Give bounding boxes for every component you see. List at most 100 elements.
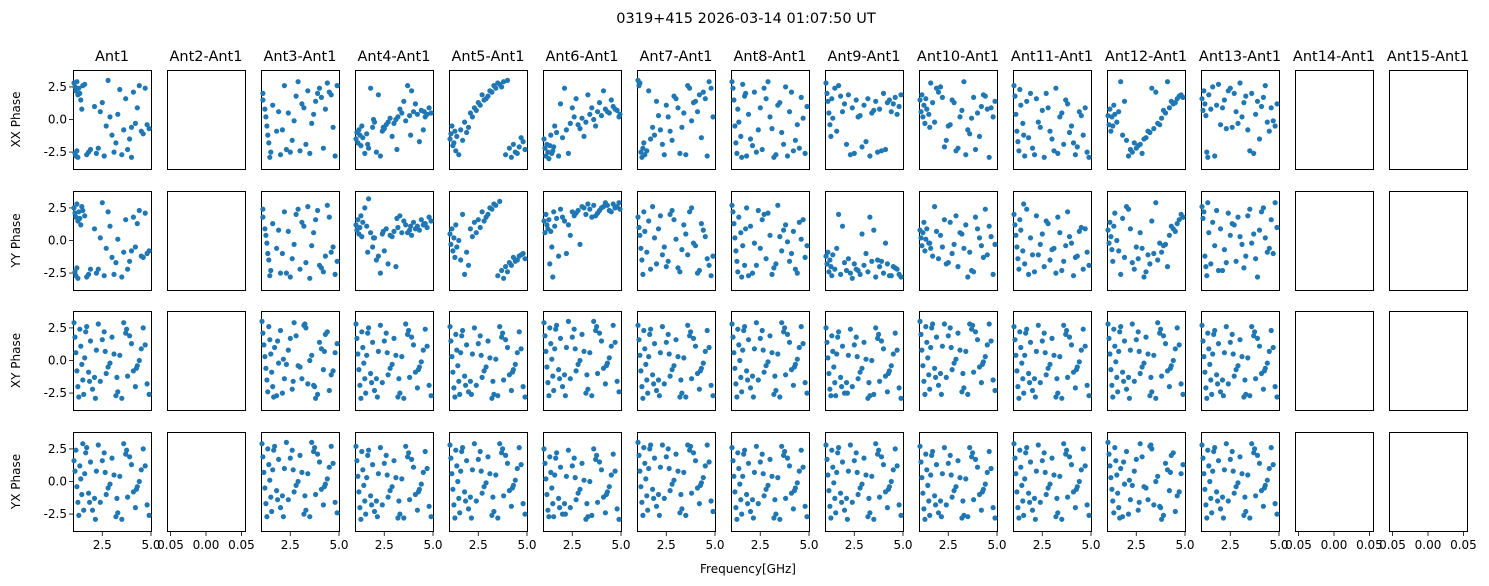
scatter-point — [892, 446, 898, 452]
scatter-point — [1145, 252, 1151, 258]
scatter-point — [1266, 245, 1272, 251]
scatter-point — [757, 245, 763, 251]
scatter-point — [1035, 442, 1041, 448]
subplot — [355, 432, 434, 532]
scatter-point — [1116, 109, 1122, 115]
scatter-point — [285, 228, 291, 234]
scatter-series — [541, 200, 623, 280]
scatter-point — [78, 97, 84, 103]
scatter-point — [1268, 105, 1274, 111]
scatter-point — [971, 94, 977, 100]
scatter-point — [119, 516, 125, 522]
scatter-point — [547, 454, 553, 460]
scatter-point — [919, 92, 925, 98]
scatter-point — [1118, 79, 1124, 85]
scatter-point — [740, 81, 746, 87]
scatter-point — [587, 206, 593, 212]
scatter-series — [729, 202, 810, 280]
scatter-point — [1020, 248, 1026, 254]
scatter-point — [72, 468, 78, 474]
scatter-point — [76, 209, 82, 215]
scatter-point — [877, 264, 883, 270]
scatter-point — [509, 369, 515, 375]
scatter-point — [146, 512, 152, 519]
scatter-point — [1123, 448, 1130, 455]
scatter-series — [1105, 200, 1186, 280]
scatter-point — [391, 120, 397, 126]
scatter-point — [509, 485, 515, 491]
scatter-point — [641, 445, 647, 451]
scatter-point — [980, 92, 987, 98]
scatter-point — [1114, 237, 1120, 244]
scatter-point — [1045, 105, 1051, 111]
scatter-point — [1133, 244, 1139, 250]
scatter-point — [755, 377, 761, 383]
scatter-point — [924, 467, 930, 473]
scatter-point — [1180, 462, 1186, 468]
scatter-point — [312, 445, 318, 451]
scatter-point — [867, 214, 873, 220]
scatter-point — [832, 380, 838, 386]
scatter-point — [992, 387, 998, 394]
scatter-point — [546, 156, 552, 162]
subplot-frame — [1295, 432, 1374, 532]
scatter-point — [453, 331, 459, 337]
scatter-point — [275, 338, 281, 344]
scatter-point — [1109, 247, 1115, 253]
scatter-point — [320, 502, 326, 508]
scatter-point — [497, 198, 503, 204]
scatter-point — [451, 235, 457, 241]
scatter-point — [675, 105, 681, 111]
scatter-series — [260, 79, 340, 160]
scatter-point — [802, 503, 808, 509]
scatter-point — [918, 109, 924, 115]
scatter-point — [828, 515, 834, 521]
scatter-point — [123, 451, 129, 457]
scatter-point — [263, 114, 269, 120]
scatter-point — [1208, 377, 1214, 383]
subplot — [1295, 70, 1374, 170]
scatter-point — [92, 395, 98, 401]
scatter-point — [499, 267, 505, 274]
scatter-point — [103, 123, 109, 129]
scatter-point — [76, 85, 82, 91]
scatter-point — [1078, 113, 1084, 119]
scatter-point — [75, 154, 81, 160]
scatter-point — [1249, 324, 1255, 330]
scatter-point — [759, 217, 765, 223]
subplot — [543, 70, 622, 170]
subplot-frame — [1389, 191, 1468, 291]
scatter-point — [743, 90, 749, 96]
scatter-point — [765, 482, 771, 488]
scatter-point — [295, 478, 301, 485]
scatter-point — [800, 115, 806, 121]
scatter-point — [830, 252, 836, 258]
scatter-point — [1073, 367, 1079, 373]
scatter-point — [947, 219, 953, 225]
scatter-point — [673, 337, 679, 343]
scatter-point — [1105, 439, 1111, 445]
subplot — [637, 70, 716, 170]
scatter-point — [804, 103, 810, 110]
scatter-point — [921, 102, 927, 108]
scatter-point — [1018, 464, 1024, 470]
scatter-point — [744, 205, 750, 211]
scatter-point — [939, 471, 946, 477]
scatter-point — [1233, 258, 1239, 264]
scatter-point — [941, 321, 948, 327]
scatter-point — [1252, 329, 1258, 335]
scatter-point — [1266, 348, 1272, 354]
scatter-point — [393, 264, 399, 270]
scatter-point — [1219, 267, 1226, 274]
scatter-point — [1268, 327, 1274, 334]
scatter-point — [596, 207, 603, 214]
scatter-point — [617, 206, 623, 212]
scatter-point — [894, 111, 900, 117]
scatter-point — [948, 344, 954, 351]
scatter-point — [105, 364, 111, 370]
scatter-point — [377, 153, 383, 159]
x-tick-label: 0.00 — [1321, 538, 1348, 552]
subplot — [73, 70, 152, 170]
scatter-point — [992, 241, 998, 247]
scatter-point — [499, 450, 505, 456]
